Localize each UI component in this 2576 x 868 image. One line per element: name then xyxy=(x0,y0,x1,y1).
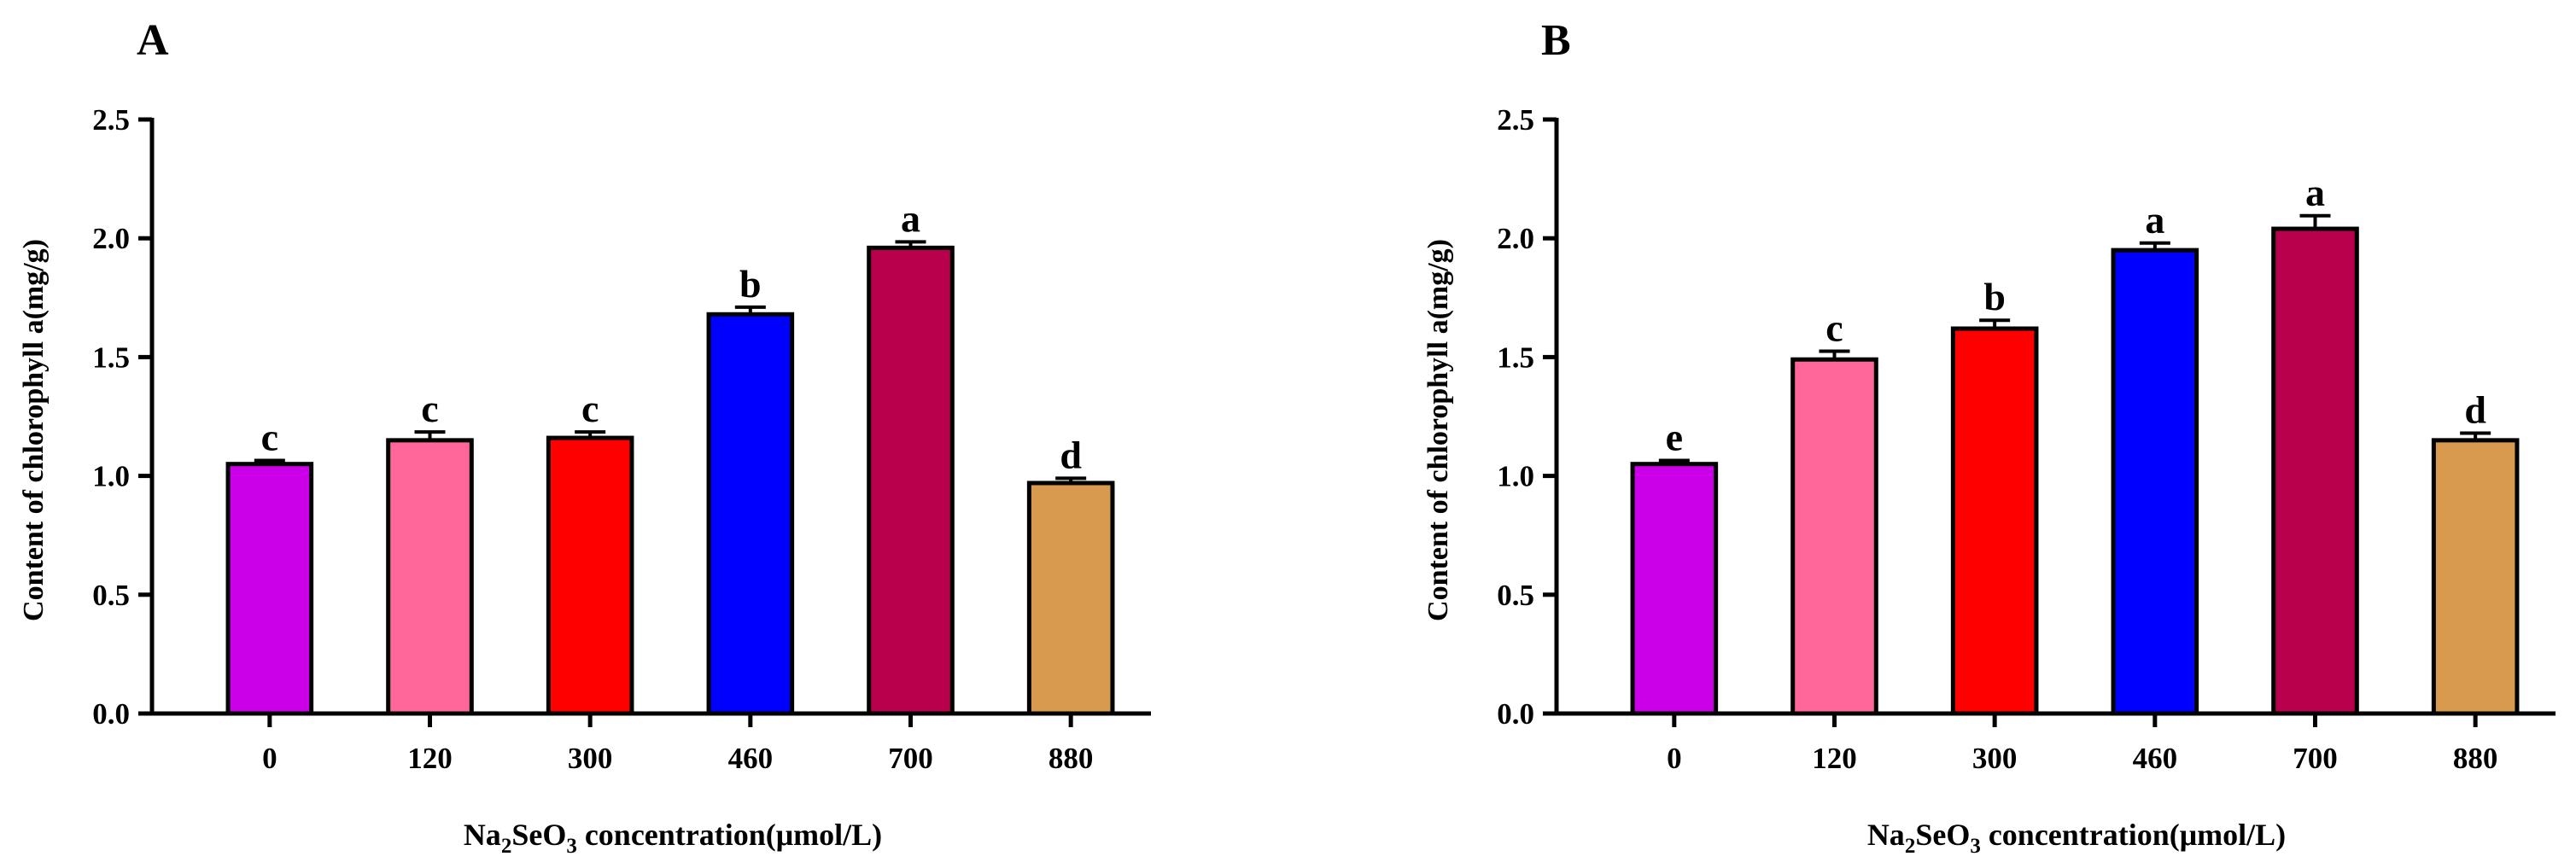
x-tick-label-a: 700 xyxy=(888,742,933,775)
significance-letter-b: d xyxy=(2464,387,2486,431)
significance-letter-b: a xyxy=(2305,171,2325,214)
x-tick-label-b: 120 xyxy=(1812,742,1857,775)
bar-b-300 xyxy=(1950,326,2039,716)
significance-letter-a: c xyxy=(421,387,438,430)
x-axis-title-a: Na2SeO3 concentration(μmol/L) xyxy=(464,818,882,858)
significance-letter-a: b xyxy=(739,262,762,306)
x-tick-label-a: 0 xyxy=(262,742,277,775)
y-tick-label-b: 1.0 xyxy=(1497,460,1534,493)
svg-text:Na2SeO3 concentration(μmol/L): Na2SeO3 concentration(μmol/L) xyxy=(1867,818,2286,858)
bar-b-460 xyxy=(2111,248,2199,716)
plot-area-b: 0.0 0.5 1.0 1.5 2.0 2.5 e 0 c 120 b 300 a 460 a 700 d 880 xyxy=(1497,103,2556,775)
x-tick-label-a: 300 xyxy=(568,742,613,775)
bar-a-700 xyxy=(867,245,955,716)
x-title-sub1-b: 2 xyxy=(1905,835,1916,858)
y-tick-label-b: 2.0 xyxy=(1497,222,1534,255)
y-tick-label-b: 0.5 xyxy=(1497,579,1534,612)
y-tick-label-b: 2.5 xyxy=(1497,103,1534,137)
x-title-mid-b: SeO xyxy=(1915,818,1970,852)
significance-letter-b: e xyxy=(1666,416,1683,459)
plot-area-a: 0.0 0.5 1.0 1.5 2.0 2.5 c 0 c 120 c 300 b 460 a 700 d 880 xyxy=(92,103,1151,775)
y-tick-label-a: 1.0 xyxy=(92,460,130,493)
panel-label-a: A xyxy=(137,16,169,65)
significance-letter-b: a xyxy=(2145,198,2164,242)
panel-a: A Content of chlorophyll a(mg/g) Na2SeO3… xyxy=(18,16,1151,858)
significance-letter-a: a xyxy=(901,196,920,240)
y-axis-title-b: Content of chlorophyll a(mg/g) xyxy=(1422,239,1454,621)
bar-b-880 xyxy=(2431,438,2520,716)
y-tick-label-a: 0.5 xyxy=(92,579,130,612)
bar-a-880 xyxy=(1026,481,1115,716)
x-tick-label-b: 0 xyxy=(1667,742,1682,775)
x-title-sub2-b: 3 xyxy=(1970,835,1981,858)
significance-letter-b: b xyxy=(1983,275,2006,318)
x-title-mid-a: SeO xyxy=(511,818,566,852)
y-tick-label-b: 1.5 xyxy=(1497,341,1534,374)
bar-b-0 xyxy=(1630,462,1719,716)
bar-a-300 xyxy=(546,435,634,716)
bar-a-0 xyxy=(225,462,314,716)
x-tick-label-a: 460 xyxy=(728,742,774,775)
svg-text:Na2SeO3 concentration(μmol/L): Na2SeO3 concentration(μmol/L) xyxy=(464,818,882,858)
y-tick-label-a: 2.5 xyxy=(92,103,130,137)
significance-letter-a: d xyxy=(1060,433,1082,476)
x-tick-label-b: 700 xyxy=(2293,742,2338,775)
x-tick-label-b: 300 xyxy=(1972,742,2018,775)
panel-b: B Content of chlorophyll a(mg/g) Na2SeO3… xyxy=(1422,16,2556,858)
x-title-pre-b: Na xyxy=(1867,818,1905,852)
y-tick-label-a: 2.0 xyxy=(92,222,130,255)
y-tick-label-b: 0.0 xyxy=(1497,697,1534,731)
significance-letter-a: c xyxy=(261,416,278,459)
x-title-post-a: concentration(μmol/L) xyxy=(577,818,882,852)
x-title-sub1-a: 2 xyxy=(501,835,512,858)
significance-letter-b: c xyxy=(1825,306,1843,349)
y-axis-title-a: Content of chlorophyll a(mg/g) xyxy=(18,239,50,621)
significance-letter-a: c xyxy=(581,387,599,430)
y-tick-label-a: 1.5 xyxy=(92,341,130,374)
bar-a-120 xyxy=(386,438,474,716)
bar-b-120 xyxy=(1790,357,1878,716)
x-axis-title-b: Na2SeO3 concentration(μmol/L) xyxy=(1867,818,2286,858)
x-tick-label-a: 120 xyxy=(407,742,453,775)
panel-label-b: B xyxy=(1541,16,1571,65)
y-tick-label-a: 0.0 xyxy=(92,697,130,731)
x-title-pre-a: Na xyxy=(464,818,501,852)
x-tick-label-b: 880 xyxy=(2453,742,2498,775)
bar-a-460 xyxy=(706,312,795,716)
x-tick-label-a: 880 xyxy=(1049,742,1094,775)
x-tick-label-b: 460 xyxy=(2133,742,2178,775)
x-title-sub2-a: 3 xyxy=(566,835,577,858)
x-title-post-b: concentration(μmol/L) xyxy=(1981,818,2286,852)
bar-b-700 xyxy=(2271,226,2359,716)
